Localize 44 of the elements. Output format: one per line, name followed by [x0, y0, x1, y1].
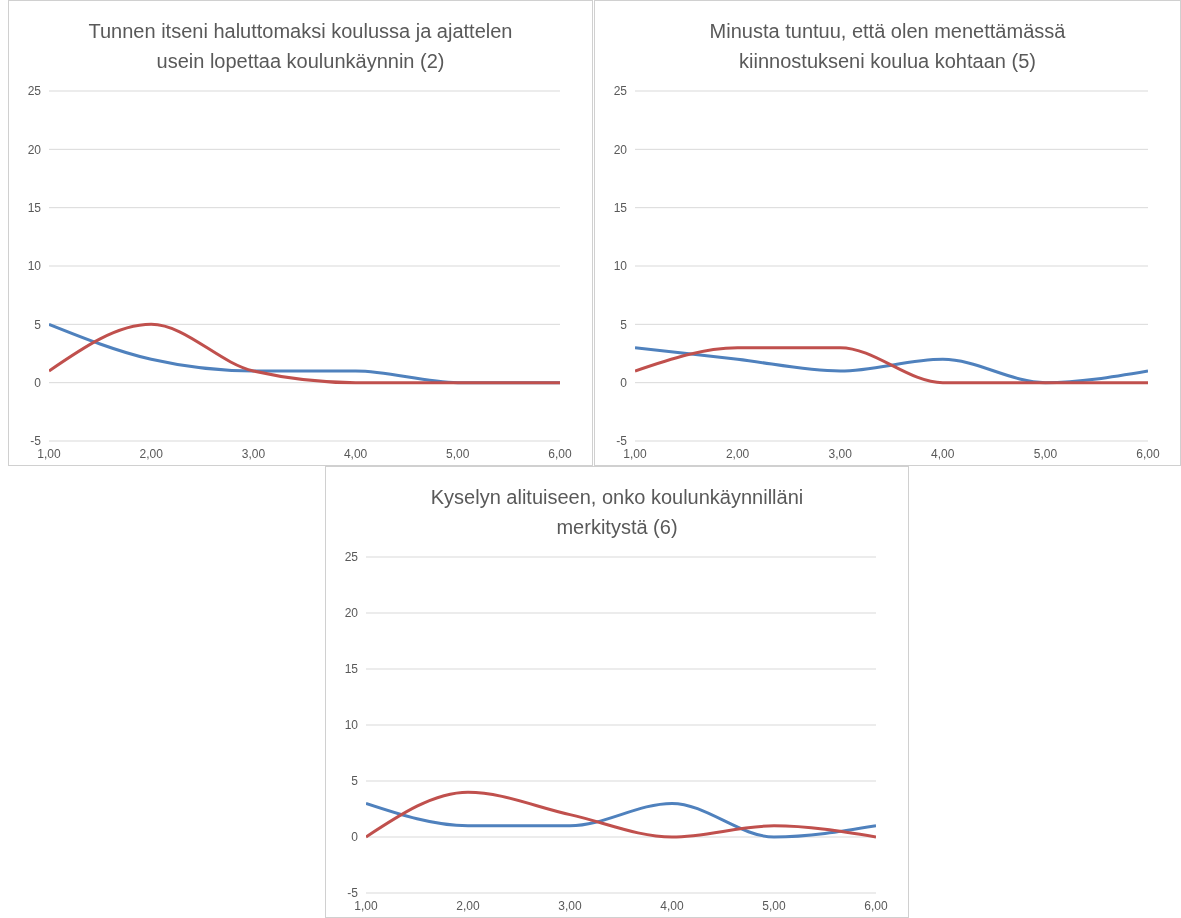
y-tick-label: 25 — [27, 84, 42, 99]
x-tick-label: 2,00 — [725, 446, 750, 461]
x-tick-label: 5,00 — [446, 446, 470, 461]
y-tick-label: 5 — [34, 317, 42, 332]
chart-title: Tunnen itseni haluttomaksi koulussa ja ajattelen usein lopettaa koulunkäynnin (2) — [87, 19, 514, 74]
y-tick-label: 20 — [27, 142, 42, 157]
y-tick-label: 10 — [27, 259, 42, 274]
x-tick-label: 4,00 — [931, 446, 955, 461]
x-tick-label: 5,00 — [1033, 446, 1058, 461]
x-tick-label: 1,00 — [623, 446, 647, 461]
y-tick-label: -5 — [616, 434, 628, 449]
x-tick-label: 2,00 — [456, 898, 480, 913]
y-tick-label: 5 — [620, 317, 628, 332]
y-tick-label: 0 — [34, 375, 42, 390]
y-tick-label: -5 — [30, 434, 42, 449]
y-tick-label: 15 — [344, 662, 359, 677]
x-tick-label: 6,00 — [548, 446, 572, 461]
x-tick-label: 6,00 — [864, 898, 888, 913]
line-series — [49, 322, 560, 385]
y-tick-label: 20 — [613, 142, 628, 157]
x-tick-label: 6,00 — [1136, 446, 1160, 461]
y-tick-label: 0 — [620, 375, 628, 390]
y-tick-label: 25 — [613, 84, 628, 99]
y-tick-label: 0 — [351, 830, 359, 845]
x-tick-label: 4,00 — [343, 446, 368, 461]
x-tick-label: 3,00 — [558, 898, 582, 913]
y-tick-label: 10 — [613, 259, 628, 274]
x-tick-label: 1,00 — [37, 446, 61, 461]
y-tick-label: 15 — [613, 200, 628, 215]
chart-title: Minusta tuntuu, että olen menettämässä kiinnostukseni koulua kohtaan (5) — [708, 19, 1067, 74]
x-tick-label: 3,00 — [828, 446, 853, 461]
y-tick-label: 15 — [27, 200, 42, 215]
y-tick-label: 25 — [344, 550, 359, 565]
x-tick-label: 2,00 — [139, 446, 164, 461]
chart-title: Kyselyn alituiseen, onko koulunkäynnilläni merkitystä (6) — [429, 485, 805, 540]
x-tick-label: 1,00 — [354, 898, 378, 913]
y-tick-label: 5 — [351, 774, 359, 789]
y-tick-label: 20 — [344, 606, 359, 621]
x-tick-label: 4,00 — [660, 898, 684, 913]
x-tick-label: 5,00 — [762, 898, 786, 913]
y-tick-label: -5 — [347, 886, 359, 901]
line-series — [366, 790, 876, 839]
x-tick-label: 3,00 — [241, 446, 266, 461]
y-tick-label: 10 — [344, 718, 359, 733]
